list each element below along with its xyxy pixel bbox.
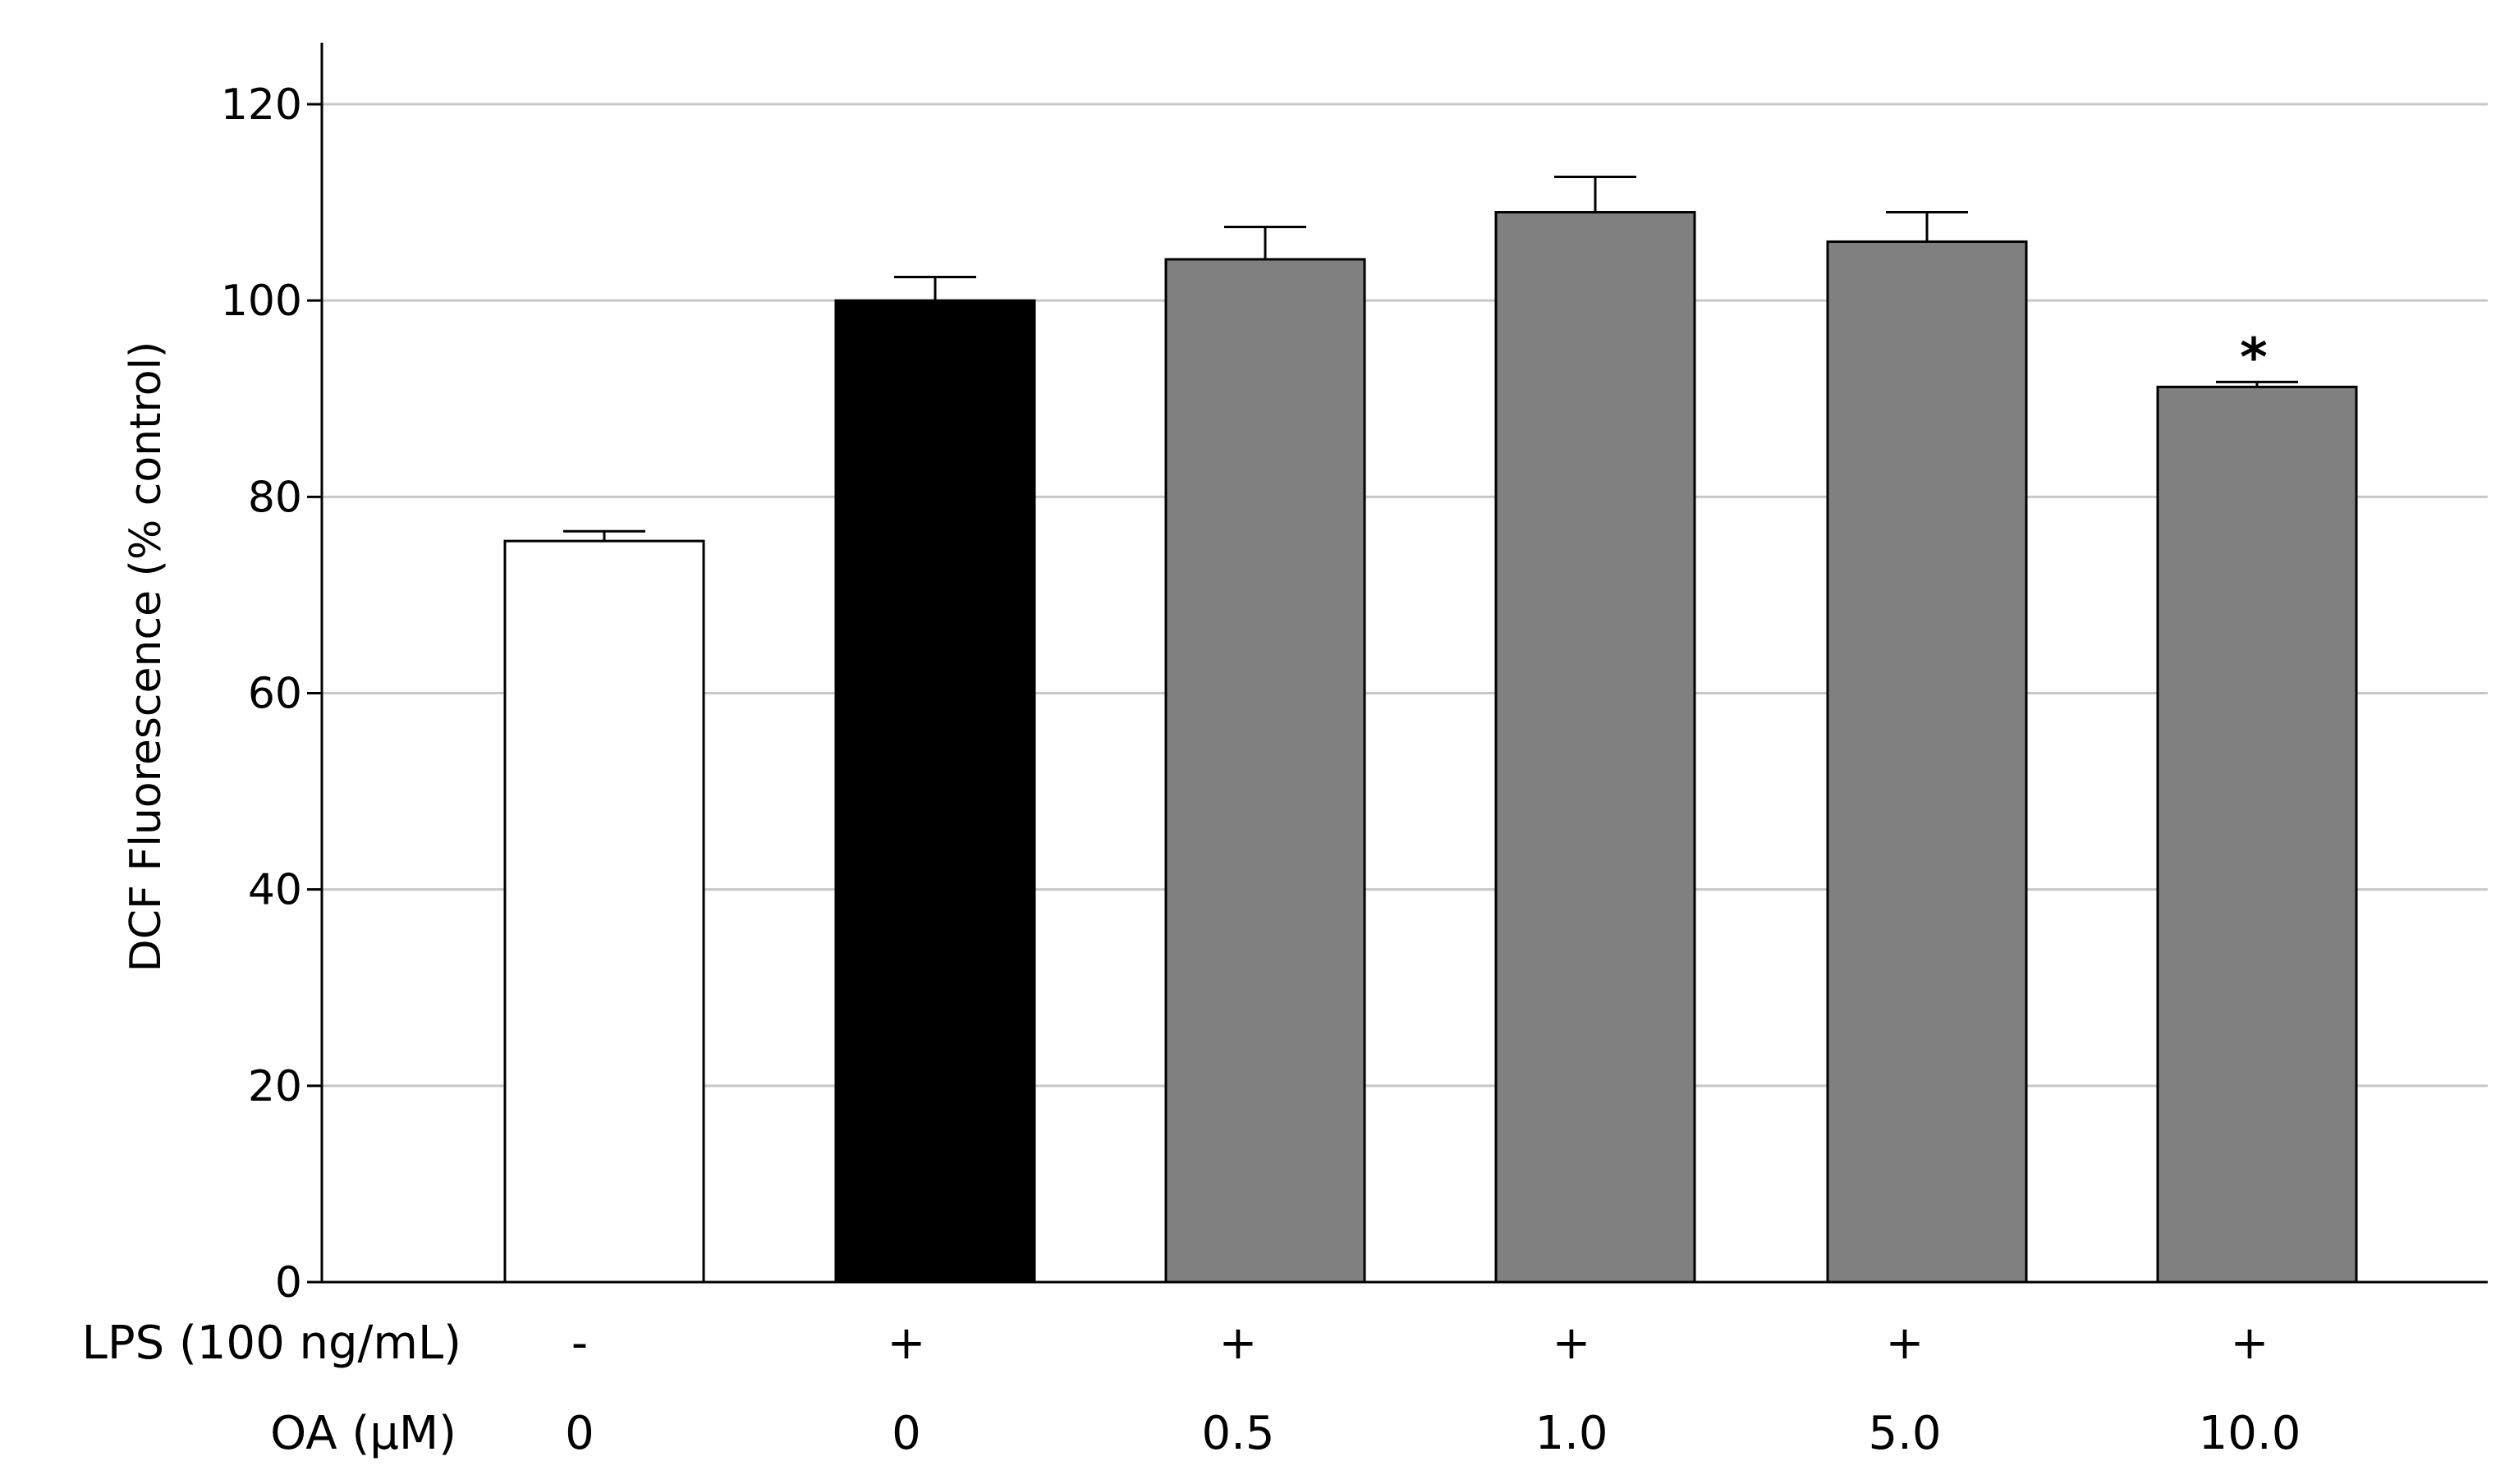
row-value: 5.0 [1868, 1407, 1941, 1460]
y-tick-label: 120 [221, 80, 302, 130]
bar [1826, 240, 2028, 1284]
row-value: - [571, 1317, 588, 1370]
row-label: OA (μM) [270, 1407, 456, 1460]
error-bars [563, 175, 2298, 542]
annotations: * [2240, 327, 2267, 388]
bar [1164, 258, 1366, 1284]
bar [1494, 211, 1696, 1284]
bars [503, 211, 2358, 1284]
error-bar [1224, 225, 1306, 259]
error-bar [563, 529, 645, 542]
y-tick-label: 0 [275, 1258, 302, 1308]
error-bar [2216, 380, 2298, 387]
y-tick-label: 80 [248, 473, 302, 522]
row-value: + [2231, 1317, 2269, 1370]
row-value: 0 [892, 1407, 921, 1460]
significance-marker: * [2240, 327, 2267, 388]
row-value: + [1219, 1317, 1258, 1370]
axes [307, 43, 2488, 1284]
bar [834, 299, 1036, 1284]
row-value: 0 [565, 1407, 594, 1460]
row-value: 0.5 [1201, 1407, 1274, 1460]
y-axis-label: DCF Fluorescence (% control) [122, 341, 171, 973]
y-tick-label: 20 [248, 1062, 302, 1111]
y-tick-labels: 0 20 40 60 80 100 120 [221, 80, 302, 1308]
error-bar [1554, 175, 1636, 213]
error-bar [1886, 211, 1968, 242]
row-value: 10.0 [2199, 1407, 2301, 1460]
treatment-rows: LPS (100 ng/mL) - + + + + + OA (μM) 0 0 0.5 1.0 5.0 1… [82, 1317, 2301, 1460]
error-bar [894, 275, 976, 301]
y-tick-label: 60 [248, 670, 302, 719]
row-value: + [888, 1317, 926, 1370]
bar [2156, 385, 2358, 1284]
y-tick-label: 40 [248, 866, 302, 915]
y-tick-label: 100 [221, 277, 302, 326]
row-value: + [1553, 1317, 1591, 1370]
row-value: 1.0 [1535, 1407, 1608, 1460]
row-value: + [1886, 1317, 1924, 1370]
row-label: LPS (100 ng/mL) [82, 1317, 461, 1370]
bar [503, 539, 705, 1284]
